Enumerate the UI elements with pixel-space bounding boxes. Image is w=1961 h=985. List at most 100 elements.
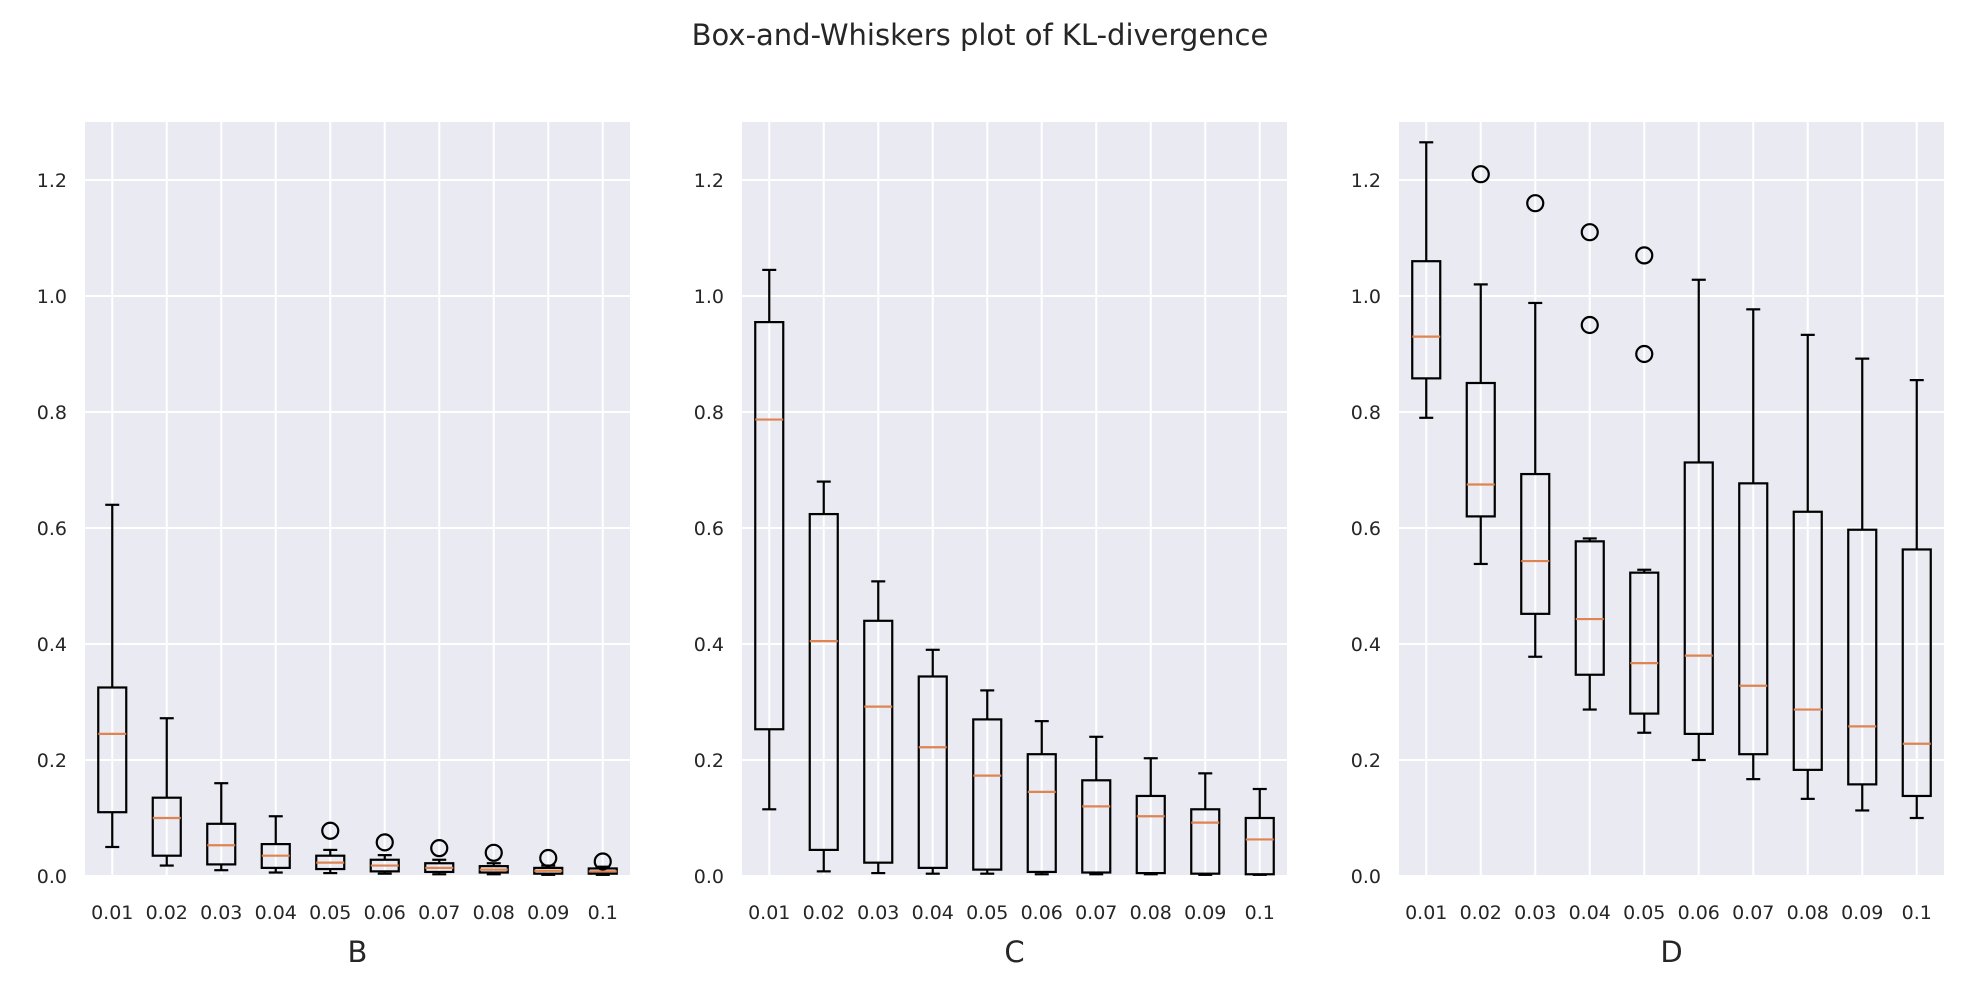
iqr-box xyxy=(1465,381,1496,518)
outlier-point xyxy=(430,839,449,858)
outlier-point xyxy=(1580,223,1599,242)
x-tick-label: 0.06 xyxy=(1678,902,1720,924)
x-tick-label: 0.02 xyxy=(1460,902,1502,924)
iqr-box xyxy=(1411,260,1442,380)
x-tick-label: 0.02 xyxy=(803,902,845,924)
x-tick-label: 0.09 xyxy=(1184,902,1226,924)
iqr-box xyxy=(1629,571,1660,715)
box-0.07 xyxy=(424,839,455,876)
box-0.02 xyxy=(808,480,839,873)
x-tick-label: 0.03 xyxy=(200,902,242,924)
y-tick-label: 0.0 xyxy=(1351,866,1381,888)
box-0.06 xyxy=(1026,720,1057,876)
x-tick-label: 0.08 xyxy=(1130,902,1172,924)
outlier-point xyxy=(1471,165,1490,184)
x-tick-label: 0.04 xyxy=(912,902,954,924)
x-axis-label: B xyxy=(348,935,368,969)
figure-title: Box-and-Whiskers plot of KL-divergence xyxy=(692,18,1269,52)
iqr-box xyxy=(808,512,839,852)
y-tick-label: 0.0 xyxy=(694,866,724,888)
box-0.09 xyxy=(1847,357,1878,812)
outlier-point xyxy=(1635,344,1654,364)
x-tick-label: 0.1 xyxy=(588,902,618,924)
iqr-box xyxy=(917,675,948,869)
x-tick-label: 0.07 xyxy=(418,902,460,924)
box-0.03 xyxy=(863,580,894,875)
iqr-box xyxy=(1683,461,1714,735)
box-0.06 xyxy=(369,833,400,875)
y-tick-label: 0.2 xyxy=(37,750,67,772)
box-0.06 xyxy=(1683,278,1714,762)
box-0.02 xyxy=(1465,165,1496,566)
box-0.07 xyxy=(1081,735,1112,876)
axes-background xyxy=(1399,122,1944,876)
y-tick-label: 1.2 xyxy=(694,170,724,192)
box-0.04 xyxy=(917,648,948,875)
outlier-point xyxy=(375,833,394,852)
outlier-point xyxy=(321,821,340,840)
panels: 0.0 0.2 0.4 0.6 0.8 1.0 1.2 0.01 0.02 0.03 0.04 0.0… xyxy=(37,122,1944,969)
iqr-box xyxy=(1847,528,1878,786)
iqr-box xyxy=(863,619,894,864)
box-0.01 xyxy=(754,268,785,811)
x-tick-label: 0.06 xyxy=(364,902,406,924)
iqr-box xyxy=(1520,472,1551,615)
outlier-point xyxy=(539,848,558,868)
iqr-box xyxy=(1081,779,1112,874)
box-0.1 xyxy=(1901,379,1932,820)
x-tick-label: 0.04 xyxy=(1569,902,1611,924)
panel-D: 0.0 0.2 0.4 0.6 0.8 1.0 1.2 0.01 0.02 0.03 0.04 0.0… xyxy=(1351,122,1944,969)
x-tick-label: 0.04 xyxy=(255,902,297,924)
iqr-box xyxy=(1135,794,1166,875)
box-0.08 xyxy=(478,843,509,876)
y-tick-label: 0.8 xyxy=(1351,402,1381,424)
x-tick-label: 0.01 xyxy=(1405,902,1447,924)
outlier-point xyxy=(1526,194,1545,213)
outlier-point xyxy=(593,852,612,871)
axes-background xyxy=(742,122,1287,876)
box-0.07 xyxy=(1738,308,1769,781)
iqr-box xyxy=(206,822,237,866)
iqr-box xyxy=(1026,753,1057,874)
box-0.05 xyxy=(315,821,346,875)
x-tick-label: 0.02 xyxy=(146,902,188,924)
x-axis-label: D xyxy=(1660,935,1682,969)
outlier-point xyxy=(1580,315,1599,335)
box-0.02 xyxy=(151,717,182,867)
y-tick-label: 0.8 xyxy=(37,402,67,424)
x-tick-label: 0.06 xyxy=(1021,902,1063,924)
box-0.08 xyxy=(1792,333,1823,800)
outlier-point xyxy=(484,843,503,862)
x-tick-label: 0.03 xyxy=(1514,902,1556,924)
box-0.09 xyxy=(533,848,564,876)
y-tick-label: 1.0 xyxy=(37,286,67,308)
x-tick-label: 0.09 xyxy=(1841,902,1883,924)
y-tick-label: 0.0 xyxy=(37,866,67,888)
box-0.09 xyxy=(1190,772,1221,876)
x-tick-label: 0.01 xyxy=(91,902,133,924)
x-tick-label: 0.08 xyxy=(473,902,515,924)
box-0.05 xyxy=(972,689,1003,875)
box-0.03 xyxy=(206,782,237,872)
x-tick-label: 0.05 xyxy=(966,902,1008,924)
y-tick-label: 1.2 xyxy=(37,170,67,192)
y-tick-label: 1.2 xyxy=(1351,170,1381,192)
y-tick-label: 0.6 xyxy=(1351,518,1381,540)
y-tick-label: 1.0 xyxy=(1351,286,1381,308)
x-tick-label: 0.03 xyxy=(857,902,899,924)
x-tick-label: 0.07 xyxy=(1075,902,1117,924)
y-tick-label: 0.4 xyxy=(37,634,67,656)
axes-background xyxy=(85,122,630,876)
y-tick-label: 0.4 xyxy=(694,634,724,656)
iqr-box xyxy=(151,796,182,857)
y-tick-label: 0.6 xyxy=(694,518,724,540)
y-tick-label: 1.0 xyxy=(694,286,724,308)
iqr-box xyxy=(1574,540,1605,676)
iqr-box xyxy=(1244,816,1275,876)
panel-C: 0.0 0.2 0.4 0.6 0.8 1.0 1.2 0.01 0.02 0.03 0.04 0.0… xyxy=(694,122,1287,969)
box-0.1 xyxy=(587,852,618,876)
iqr-box xyxy=(972,718,1003,871)
x-tick-label: 0.09 xyxy=(527,902,569,924)
box-0.04 xyxy=(1574,223,1605,711)
